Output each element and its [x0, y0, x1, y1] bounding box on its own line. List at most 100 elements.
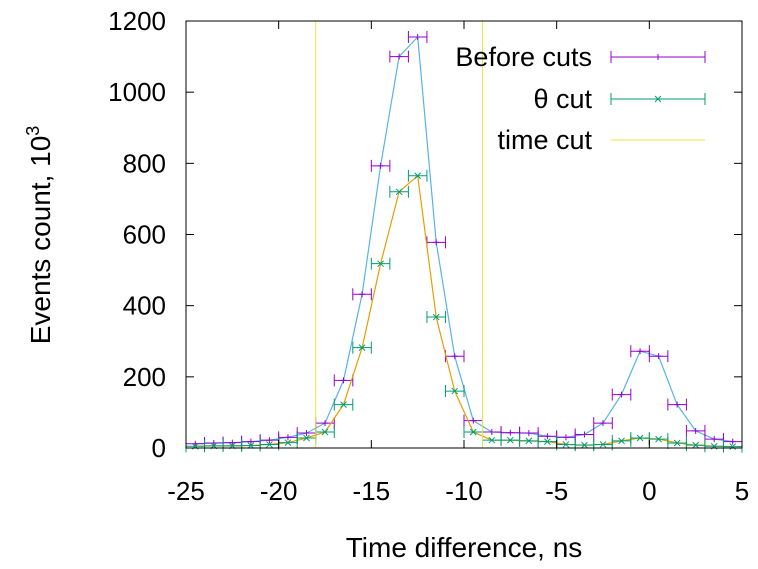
series-1-point: [395, 188, 403, 196]
series-1-point: [525, 437, 533, 445]
marker-d2: [432, 313, 440, 321]
series-1-point: [266, 441, 273, 448]
legend-label: θ cut: [533, 84, 592, 114]
y-tick-label: 200: [123, 362, 166, 392]
series-0-point: [674, 401, 681, 408]
series-1-point: [321, 428, 329, 436]
legend-marker: [654, 95, 662, 103]
marker-d2: [525, 437, 533, 445]
series-0-point: [377, 162, 384, 169]
legend-item: θ cut: [533, 84, 706, 114]
series-1-point: [599, 441, 607, 448]
series-1-point: [469, 428, 477, 436]
y-axis-title-text: Events count, 10: [25, 136, 56, 345]
series-1-point: [544, 438, 551, 445]
y-tick-label: 1000: [108, 77, 166, 107]
marker-d2: [581, 441, 588, 449]
y-tick-label: 800: [123, 148, 166, 178]
series-0-point: [396, 53, 403, 60]
series-1-point: [303, 434, 310, 442]
y-axis-title: Events count, 103: [23, 126, 56, 345]
x-tick-label: 5: [735, 476, 749, 506]
legend-item: Before cuts: [455, 42, 706, 72]
series-0-point: [729, 438, 736, 445]
y-axis-title-exponent: 3: [23, 126, 43, 136]
x-tick-label: -5: [545, 476, 568, 506]
marker-d2: [488, 436, 496, 444]
plot-border: [185, 20, 743, 449]
series-1-point: [377, 260, 384, 268]
series-1-point: [432, 313, 440, 321]
series-0-point: [618, 391, 625, 398]
marker-d2: [358, 344, 366, 352]
series-1-point: [358, 344, 366, 352]
series-1-point: [562, 441, 570, 448]
marker-d2: [729, 443, 737, 450]
series-1-point: [284, 439, 292, 447]
series-0-point: [303, 430, 310, 437]
series-0-point: [711, 436, 718, 443]
marker-d2: [544, 438, 551, 445]
x-tick-label: -20: [260, 476, 298, 506]
legend-marker: [655, 54, 661, 60]
axes: -25 -20 -15 -10 -5 0 5 0 200 400 600 800 1000 1200: [108, 6, 749, 506]
series-1-point: [655, 435, 662, 443]
x-tick-label: -10: [445, 476, 483, 506]
y-tick-label: 0: [152, 433, 166, 463]
y-tick-label: 600: [123, 220, 166, 250]
series-1-point: [506, 436, 514, 444]
x-tick-label: -25: [167, 476, 205, 506]
marker-d2: [377, 260, 384, 268]
series-0-point: [340, 377, 347, 384]
series-0-point: [562, 434, 569, 441]
marker-d2: [414, 172, 422, 180]
series-0-point: [470, 417, 477, 424]
series-1-point: [673, 439, 681, 447]
marker-d2: [599, 441, 607, 448]
marker-d2: [654, 95, 662, 103]
series-1-curve: [195, 174, 733, 448]
series-0-point: [544, 433, 551, 440]
legend: Before cuts θ cut time cut: [455, 42, 706, 155]
marker-d2: [266, 441, 273, 448]
marker-d2: [395, 188, 403, 196]
series-1-point: [488, 436, 496, 444]
x-tick-label: -15: [353, 476, 391, 506]
marker-d2: [303, 434, 310, 442]
series-0-curve: [195, 35, 733, 445]
series-0-point: [600, 420, 606, 427]
series-1-point: [581, 441, 588, 449]
series-0-point: [488, 428, 495, 435]
series-1-point: [340, 401, 347, 408]
marker-d2: [506, 436, 514, 444]
series-1-point: [414, 172, 422, 180]
plot-area: [185, 21, 743, 453]
series-0-point: [284, 434, 291, 441]
legend-label: Before cuts: [455, 42, 592, 72]
series-0-point: [322, 420, 328, 427]
marker-d2: [469, 428, 477, 436]
y-tick-label: 400: [123, 291, 166, 321]
series-0-point: [229, 439, 236, 446]
series-1-point: [451, 387, 459, 395]
series-0-point: [451, 353, 458, 360]
marker-d2: [618, 437, 625, 445]
series-1-point: [636, 434, 644, 442]
legend-item: time cut: [497, 125, 705, 155]
marker-d2: [451, 387, 459, 395]
marker-d2: [562, 441, 570, 448]
series-0-point: [581, 431, 588, 438]
series-0-point: [247, 438, 254, 445]
series-0-point: [266, 437, 273, 444]
series-0-point: [507, 429, 514, 436]
x-tick-label: 0: [642, 476, 656, 506]
series-1-point: [692, 441, 700, 449]
marker-d2: [321, 428, 329, 436]
series-0-point: [359, 291, 366, 298]
series-0-point: [655, 353, 662, 360]
series-1-point: [729, 443, 737, 450]
marker-d2: [284, 439, 292, 447]
marker-d2: [673, 439, 681, 447]
legend-label: time cut: [497, 125, 592, 155]
